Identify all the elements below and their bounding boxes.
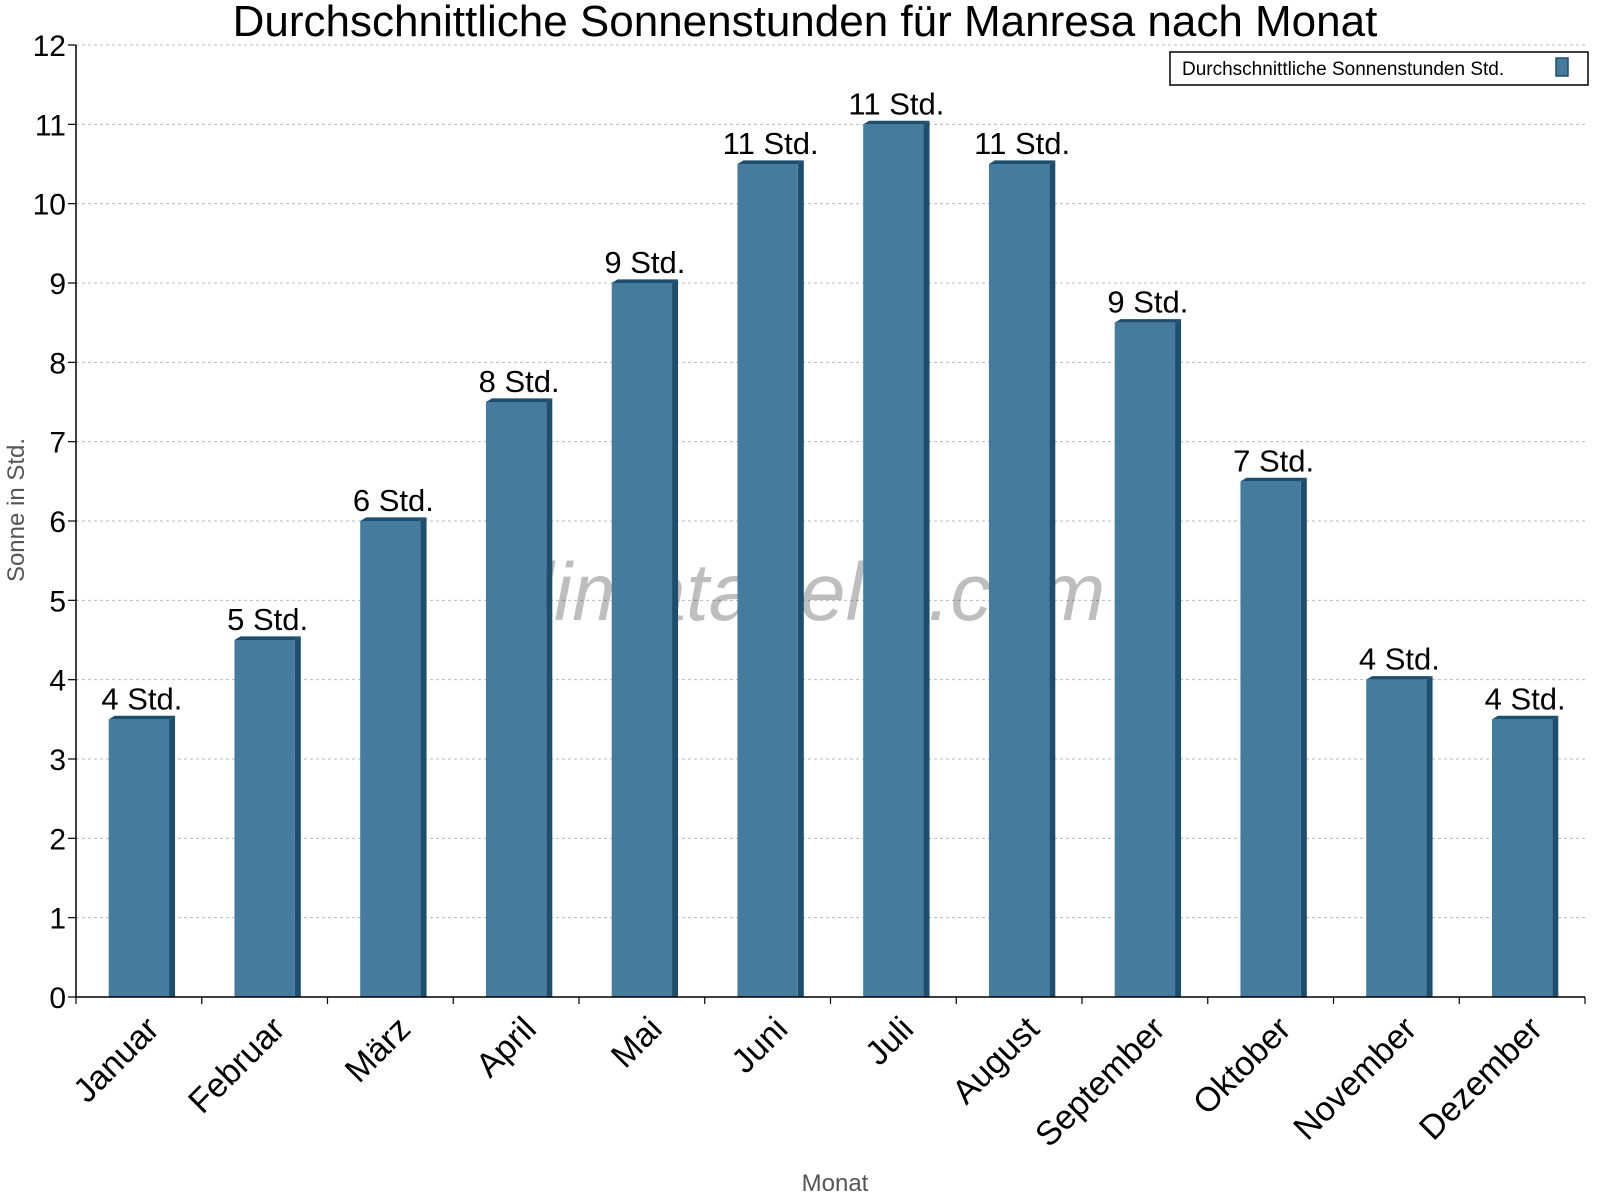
bar-front [485, 402, 547, 997]
bar-august: 11 Std. [974, 126, 1070, 997]
x-tick-label: Februar [181, 1010, 292, 1121]
bar-top [1366, 676, 1433, 680]
x-tick-label: November [1286, 1010, 1424, 1148]
data-label: 9 Std. [1107, 285, 1188, 320]
y-axis-label: Sonne in Std. [3, 438, 30, 582]
legend-entry: Durchschnittliche Sonnenstunden Std. [1182, 59, 1504, 80]
bar-side [1049, 160, 1056, 997]
bar-top [1491, 715, 1559, 720]
x-tick-label: Juni [724, 1010, 795, 1081]
y-tick-label: 5 [49, 585, 66, 618]
bar-top [234, 636, 301, 640]
data-label: 9 Std. [604, 245, 685, 280]
bar-september: 9 Std. [1107, 285, 1188, 998]
bar-side [797, 160, 804, 997]
bar-top [360, 517, 427, 521]
bar-front [863, 124, 924, 998]
bar-märz: 6 Std. [353, 483, 434, 997]
bar-juni: 11 Std. [723, 126, 819, 997]
y-tick-label: 3 [49, 744, 66, 777]
bar-front [1240, 481, 1301, 997]
data-label: 7 Std. [1233, 443, 1314, 478]
x-tick-label: Mai [604, 1010, 670, 1076]
bar-side [546, 398, 553, 997]
data-label: 4 Std. [1485, 681, 1566, 716]
y-tick-label: 1 [49, 903, 66, 936]
bar-front [108, 719, 170, 997]
bar-front [1114, 322, 1176, 998]
bar-front [360, 521, 421, 997]
x-tick-label: Dezember [1412, 1010, 1550, 1148]
bar-januar: 4 Std. [101, 681, 182, 997]
bar-side [1552, 715, 1559, 997]
bar-side [923, 120, 930, 997]
bar-front [611, 283, 673, 997]
x-tick-label: April [469, 1010, 544, 1085]
y-tick-label: 8 [49, 347, 66, 380]
x-tick-label: Oktober [1186, 1010, 1298, 1122]
data-label: 8 Std. [479, 364, 560, 399]
y-tick-label: 7 [49, 427, 66, 460]
bar-juli: 11 Std. [848, 86, 944, 998]
bars-group: 4 Std. 5 Std. 6 Std. 8 Std. 9 Std. 11 Std. 11 … [101, 86, 1566, 998]
bar-side [420, 517, 427, 997]
bar-side [1300, 477, 1307, 997]
bar-side [1426, 676, 1433, 997]
bar-side [1175, 319, 1182, 998]
bar-top [1240, 477, 1307, 482]
bar-top [737, 160, 804, 164]
data-label: 5 Std. [227, 602, 308, 637]
bar-april: 8 Std. [479, 364, 560, 997]
data-label: 11 Std. [974, 126, 1070, 161]
bar-dezember: 4 Std. [1485, 681, 1566, 997]
bar-top [108, 715, 176, 720]
grid-lines [76, 44, 1585, 919]
legend-swatch [1555, 57, 1569, 77]
bar-februar: 5 Std. [227, 602, 308, 997]
bar-front [1491, 719, 1553, 997]
bar-november: 4 Std. [1359, 642, 1440, 997]
y-tick-label: 2 [49, 823, 66, 856]
y-tick-label: 4 [49, 665, 66, 698]
bar-oktober: 7 Std. [1233, 443, 1314, 997]
bar-side [169, 715, 176, 997]
legend: Durchschnittliche Sonnenstunden Std. [1169, 51, 1589, 86]
legend-box [1169, 51, 1589, 86]
data-label: 4 Std. [1359, 642, 1440, 677]
y-tick-label: 6 [49, 506, 66, 539]
x-tick-label: März [338, 1010, 418, 1090]
bar-mai: 9 Std. [604, 245, 685, 997]
x-tick-label: September [1028, 1010, 1172, 1154]
bar-top [485, 398, 553, 402]
y-tick-label: 12 [33, 30, 66, 63]
y-tick-label: 10 [33, 189, 66, 222]
bar-top [863, 120, 930, 125]
bar-top [611, 279, 679, 283]
y-tick-label: 11 [35, 109, 66, 142]
bar-front [988, 164, 1050, 997]
bar-side [672, 279, 679, 997]
bar-top [1114, 319, 1182, 323]
bar-front [234, 640, 295, 997]
chart-title: Durchschnittliche Sonnenstunden für Manr… [233, 0, 1378, 46]
bar-front [1366, 679, 1427, 997]
bar-front [737, 164, 798, 997]
bar-top [988, 160, 1056, 164]
bar-side [294, 636, 301, 997]
data-label: 6 Std. [353, 483, 434, 518]
data-label: 11 Std. [723, 126, 819, 161]
x-tick-label: August [945, 1009, 1047, 1111]
y-tick-label: 0 [49, 982, 66, 1015]
x-axis-label: Monat [802, 1170, 869, 1197]
x-tick-label: Juli [858, 1010, 921, 1073]
x-tick-label: Januar [66, 1010, 166, 1110]
y-tick-label: 9 [49, 268, 66, 301]
data-label: 4 Std. [101, 681, 182, 716]
data-label: 11 Std. [848, 86, 944, 121]
